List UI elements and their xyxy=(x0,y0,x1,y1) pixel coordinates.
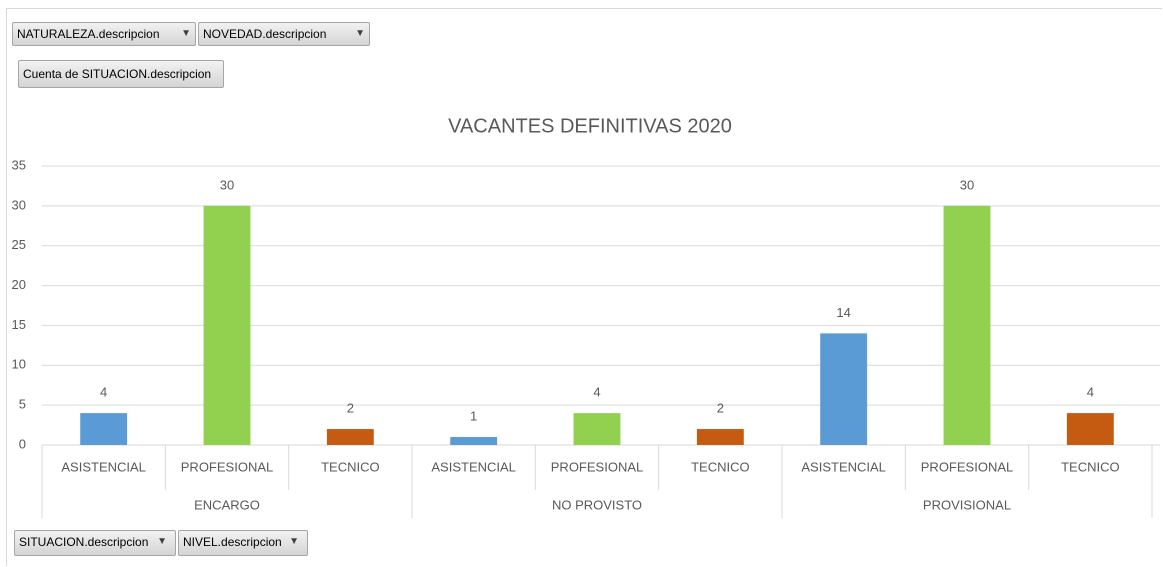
button-label: NIVEL.descripcion xyxy=(183,535,282,549)
y-tick-label: 35 xyxy=(12,157,26,172)
x-tick-label: TECNICO xyxy=(1061,459,1120,474)
axis-field-button[interactable]: NIVEL.descripcion ▼ xyxy=(178,530,308,556)
x-tick-label: PROFESIONAL xyxy=(181,459,273,474)
bar xyxy=(80,413,128,445)
dropdown-icon: ▼ xyxy=(289,536,299,547)
value-field-button[interactable]: Cuenta de SITUACION.descripcion xyxy=(18,60,224,88)
dropdown-icon: ▼ xyxy=(157,536,167,547)
group-label: NO PROVISTO xyxy=(552,497,642,512)
chart-frame xyxy=(6,8,1162,566)
chart-title: VACANTES DEFINITIVAS 2020 xyxy=(448,115,732,137)
x-tick-label: ASISTENCIAL xyxy=(431,459,516,474)
data-label: 30 xyxy=(220,177,234,192)
axis-field-button[interactable]: SITUACION.descripcion ▼ xyxy=(14,530,176,556)
bar xyxy=(450,437,498,445)
data-label: 1 xyxy=(470,408,477,423)
data-label: 4 xyxy=(593,385,600,400)
data-label: 2 xyxy=(347,400,354,415)
button-label: SITUACION.descripcion xyxy=(19,535,149,549)
filter-button[interactable]: NOVEDAD.descripcion ▼ xyxy=(198,22,370,46)
bar xyxy=(696,429,744,445)
data-label: 30 xyxy=(960,177,974,192)
filter-button[interactable]: NATURALEZA.descripcion ▼ xyxy=(12,22,196,46)
bar xyxy=(573,413,621,445)
bar xyxy=(203,205,251,445)
y-tick-label: 5 xyxy=(19,397,26,412)
bar xyxy=(820,333,868,445)
x-tick-label: PROFESIONAL xyxy=(551,459,643,474)
bar xyxy=(943,205,991,445)
y-tick-label: 25 xyxy=(12,237,26,252)
x-tick-label: PROFESIONAL xyxy=(921,459,1013,474)
y-tick-label: 0 xyxy=(19,436,26,451)
x-tick-label: TECNICO xyxy=(691,459,750,474)
data-label: 4 xyxy=(1087,385,1094,400)
x-tick-label: TECNICO xyxy=(321,459,380,474)
data-label: 4 xyxy=(100,385,107,400)
x-tick-label: ASISTENCIAL xyxy=(61,459,146,474)
data-label: 14 xyxy=(836,305,850,320)
y-tick-label: 15 xyxy=(12,317,26,332)
button-label: NOVEDAD.descripcion xyxy=(203,27,327,41)
y-tick-label: 20 xyxy=(12,277,26,292)
button-label: Cuenta de SITUACION.descripcion xyxy=(23,67,212,81)
y-tick-label: 30 xyxy=(12,197,26,212)
group-label: PROVISIONAL xyxy=(923,497,1011,512)
button-label: NATURALEZA.descripcion xyxy=(17,27,160,41)
bar xyxy=(1066,413,1114,445)
filter-icon: ▼ xyxy=(181,28,191,39)
group-label: ENCARGO xyxy=(194,497,260,512)
data-label: 2 xyxy=(717,400,724,415)
bar xyxy=(326,429,374,445)
filter-icon: ▼ xyxy=(355,28,365,39)
x-tick-label: ASISTENCIAL xyxy=(801,459,886,474)
y-tick-label: 10 xyxy=(12,357,26,372)
